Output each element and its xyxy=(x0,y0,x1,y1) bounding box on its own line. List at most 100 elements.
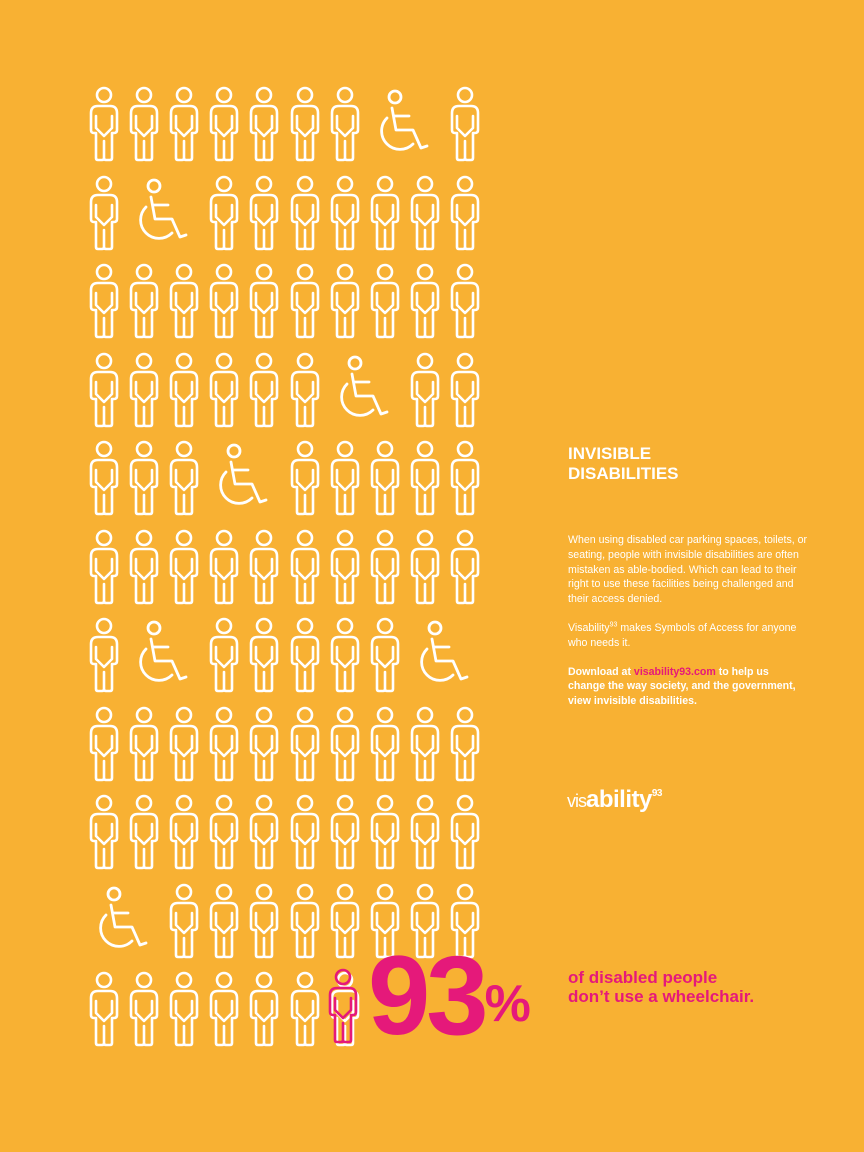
person-icon xyxy=(89,617,119,693)
person-icon xyxy=(330,440,360,516)
person-icon xyxy=(89,529,119,605)
person-icon xyxy=(370,440,400,516)
person-icon xyxy=(410,440,440,516)
person-icon xyxy=(169,352,199,428)
person-icon xyxy=(370,617,400,693)
person-icon xyxy=(410,352,440,428)
wheelchair-icon xyxy=(325,354,395,430)
person-icon xyxy=(129,794,159,870)
person-icon xyxy=(89,440,119,516)
person-icon xyxy=(169,529,199,605)
person-icon xyxy=(290,794,320,870)
person-icon xyxy=(410,883,440,959)
person-icon xyxy=(249,617,279,693)
stat-number: 93 xyxy=(368,933,489,1058)
person-icon xyxy=(290,883,320,959)
person-icon xyxy=(290,440,320,516)
person-icon xyxy=(209,794,239,870)
wheelchair-icon xyxy=(124,177,194,253)
person-icon xyxy=(129,971,159,1047)
call-to-action: Download at visability93.com to help us … xyxy=(568,665,808,709)
person-icon xyxy=(169,86,199,162)
person-icon xyxy=(169,883,199,959)
person-icon xyxy=(249,971,279,1047)
person-icon xyxy=(209,175,239,251)
person-icon xyxy=(249,352,279,428)
highlight-person-icon xyxy=(328,968,358,1044)
person-icon xyxy=(410,175,440,251)
person-icon xyxy=(129,352,159,428)
person-icon xyxy=(290,263,320,339)
person-icon xyxy=(330,617,360,693)
person-icon xyxy=(209,529,239,605)
person-icon xyxy=(450,529,480,605)
stat-percent-sign: % xyxy=(484,975,531,1033)
person-icon xyxy=(290,617,320,693)
paragraph-2-rest: makes Symbols of Access for anyone who n… xyxy=(568,621,797,649)
person-icon xyxy=(249,883,279,959)
person-icon xyxy=(290,86,320,162)
person-icon xyxy=(209,86,239,162)
person-icon xyxy=(370,529,400,605)
tagline: of disabled people don’t use a wheelchai… xyxy=(568,968,828,1006)
brand-name: Visability xyxy=(568,621,610,634)
heading-line-1: INVISIBLE xyxy=(568,444,652,463)
person-icon xyxy=(89,175,119,251)
person-icon xyxy=(450,794,480,870)
person-icon xyxy=(450,706,480,782)
wheelchair-icon xyxy=(84,885,154,961)
person-icon xyxy=(129,529,159,605)
person-icon xyxy=(209,706,239,782)
tagline-line-2: don’t use a wheelchair. xyxy=(568,987,755,1006)
person-icon xyxy=(290,352,320,428)
body-paragraph-2: Visability93 makes Symbols of Access for… xyxy=(568,621,808,651)
person-icon xyxy=(129,706,159,782)
person-icon xyxy=(290,971,320,1047)
wheelchair-icon xyxy=(124,619,194,695)
person-icon xyxy=(209,263,239,339)
wheelchair-icon xyxy=(365,88,435,164)
person-icon xyxy=(169,440,199,516)
logo-part-1: vis xyxy=(567,791,587,811)
person-icon xyxy=(330,883,360,959)
person-icon xyxy=(410,529,440,605)
person-icon xyxy=(290,529,320,605)
person-icon xyxy=(169,263,199,339)
person-icon xyxy=(330,794,360,870)
person-icon xyxy=(330,263,360,339)
person-icon xyxy=(450,883,480,959)
person-icon xyxy=(89,971,119,1047)
person-icon xyxy=(249,794,279,870)
person-icon xyxy=(370,706,400,782)
visability-logo: visability93 xyxy=(567,786,662,814)
person-icon xyxy=(249,706,279,782)
person-icon xyxy=(450,352,480,428)
body-copy: When using disabled car parking spaces, … xyxy=(568,533,808,723)
person-icon xyxy=(169,794,199,870)
person-icon xyxy=(209,352,239,428)
person-icon xyxy=(450,86,480,162)
person-icon xyxy=(450,175,480,251)
person-icon xyxy=(249,529,279,605)
person-icon xyxy=(209,971,239,1047)
person-icon xyxy=(89,352,119,428)
person-icon xyxy=(209,883,239,959)
logo-superscript: 93 xyxy=(651,788,663,799)
person-icon xyxy=(410,263,440,339)
person-icon xyxy=(169,706,199,782)
website-link[interactable]: visability93.com xyxy=(633,665,716,678)
person-icon xyxy=(370,883,400,959)
brand-superscript: 93 xyxy=(609,621,618,629)
person-icon xyxy=(129,263,159,339)
person-icon xyxy=(370,263,400,339)
logo-part-2: ability xyxy=(586,786,652,813)
stat-percentage: 93% xyxy=(368,940,531,1052)
tagline-line-1: of disabled people xyxy=(568,968,718,987)
person-icon xyxy=(209,617,239,693)
person-icon xyxy=(249,263,279,339)
person-icon xyxy=(330,86,360,162)
person-icon xyxy=(330,529,360,605)
person-icon xyxy=(330,175,360,251)
person-icon xyxy=(169,971,199,1047)
person-icon xyxy=(290,175,320,251)
